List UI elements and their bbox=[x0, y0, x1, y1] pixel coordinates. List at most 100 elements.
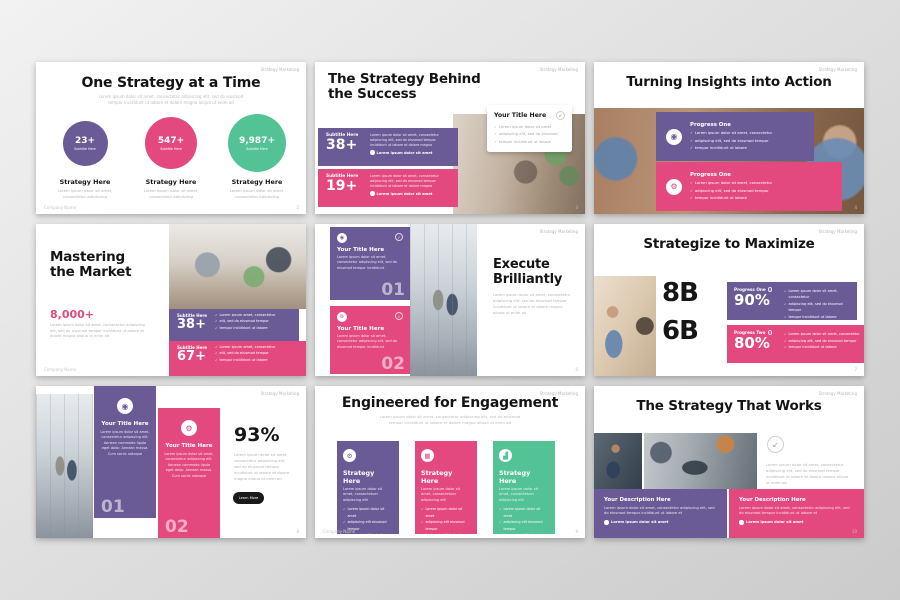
brand-label: Strategy Marketing bbox=[260, 391, 299, 396]
numbered-card: ◉ ✓ Your Title Here Lorem ipsum dolor si… bbox=[330, 227, 410, 300]
brand-label: Strategy Marketing bbox=[818, 67, 857, 72]
slide-title: Mastering the Market bbox=[50, 249, 132, 281]
check-icon: ✓ bbox=[494, 125, 497, 129]
brand-label: Strategy Marketing bbox=[260, 67, 299, 72]
card-number: 02 bbox=[381, 354, 405, 374]
arrow-down-left-icon: ↙ bbox=[767, 436, 784, 453]
page-number: 9 bbox=[575, 529, 578, 534]
brand-label: Strategy Marketing bbox=[539, 67, 578, 72]
card-title: Your Title Here bbox=[165, 443, 213, 449]
check-icon: ✓ bbox=[690, 131, 693, 136]
big-stat: 8,000+ bbox=[50, 308, 95, 321]
footer-label: Company Name bbox=[44, 367, 77, 372]
slide-turning-insights[interactable]: Strategy Marketing Turning Insights into… bbox=[594, 62, 864, 214]
photo-casual-meeting bbox=[594, 276, 656, 376]
slide-title: The Strategy Behind the Success bbox=[328, 71, 481, 103]
slide-strategize-maximize[interactable]: Strategy Marketing Strategize to Maximiz… bbox=[594, 224, 864, 376]
check-icon: ✓ bbox=[784, 338, 787, 343]
slide-title: The Strategy That Works bbox=[636, 398, 822, 414]
slide-title: Execute Brilliantly bbox=[493, 257, 563, 287]
photo-team-highfive bbox=[169, 224, 306, 309]
slide-subtitle: Lorem ipsum dolor sit amet, consectetur … bbox=[379, 413, 521, 425]
target-icon: ◉ bbox=[666, 128, 682, 145]
check-icon: ✓ bbox=[499, 533, 502, 538]
brand-label: Strategy Marketing bbox=[539, 229, 578, 234]
brand-label: Strategy Marketing bbox=[818, 229, 857, 234]
footer-label: Company Name bbox=[323, 529, 356, 534]
slide-execute-brilliantly[interactable]: Strategy Marketing ◉ ✓ Your Title Here L… bbox=[315, 224, 585, 376]
card-title: Your Title Here bbox=[337, 326, 385, 332]
card-title: Strategy Here bbox=[343, 469, 375, 485]
big-stat: 93% bbox=[234, 424, 280, 446]
check-icon: ✓ bbox=[784, 332, 787, 336]
calendar-icon: ▦ bbox=[421, 449, 434, 462]
stats-row: 23+ Subtitle Here Strategy Here Lorem ip… bbox=[36, 112, 306, 200]
progress-band: Progress One i 90% ✓ Lorem ipsum dolor si… bbox=[727, 282, 857, 320]
learn-more-button[interactable]: Learn More bbox=[233, 492, 264, 504]
check-icon: ✓ bbox=[690, 138, 693, 143]
dot-icon bbox=[370, 191, 375, 196]
numbered-card: ◉ Your Title Here Lorem ipsum dolor sit … bbox=[94, 386, 156, 518]
info-icon: i bbox=[767, 330, 773, 335]
photo-glass-office bbox=[36, 394, 93, 538]
slide-one-strategy[interactable]: Strategy Marketing One Strategy at a Tim… bbox=[36, 62, 306, 214]
check-icon: ✓ bbox=[784, 301, 787, 306]
check-icon: ✓ bbox=[215, 357, 218, 362]
numbered-card: ⚙ ✓ Your Title Here Lorem ipsum dolor si… bbox=[330, 306, 410, 374]
check-circle-icon: ✓ bbox=[395, 233, 403, 241]
slide-paragraph: Lorem ipsum dolor sit amet, consectetur … bbox=[766, 462, 849, 485]
slide-engineered-engagement[interactable]: Strategy Marketing Engineered for Engage… bbox=[315, 386, 585, 538]
slide-subtitle: Lorem ipsum dolor sit amet, consectetur … bbox=[98, 94, 244, 106]
check-icon: ✓ bbox=[421, 507, 424, 512]
check-icon: ✓ bbox=[690, 181, 693, 186]
progress-band: ◉ Progress One ✓ Lorem ipsum dolor sit am… bbox=[656, 112, 814, 161]
slide-strategy-that-works[interactable]: Strategy Marketing The Strategy That Wor… bbox=[594, 386, 864, 538]
title-card: Your Title Here ↙ ✓ Lorem ipsum dolor sit… bbox=[487, 105, 572, 153]
big-stat: 6B bbox=[662, 316, 699, 346]
gear-icon: ⚙ bbox=[343, 449, 356, 462]
gear-icon: ⚙ bbox=[666, 178, 682, 195]
numbered-card: ⚙ Your Title Here Lorem ipsum dolor sit … bbox=[158, 408, 220, 538]
brand-label: Strategy Marketing bbox=[818, 391, 857, 396]
check-icon: ✓ bbox=[421, 520, 424, 525]
arrow-down-left-icon: ↙ bbox=[556, 111, 565, 120]
stat-item: 23+ Subtitle Here Strategy Here Lorem ip… bbox=[49, 112, 121, 200]
slide-title: Turning Insights into Action bbox=[626, 74, 832, 90]
page-number: 10 bbox=[851, 529, 857, 534]
card-number: 01 bbox=[101, 497, 125, 517]
check-icon: ✓ bbox=[343, 520, 346, 525]
slide-numbered-columns[interactable]: Strategy Marketing ◉ Your Title Here Lor… bbox=[36, 386, 306, 538]
stat-desc: Lorem ipsum dolor sit amet, consectetur … bbox=[143, 188, 199, 199]
info-icon: i bbox=[767, 287, 773, 292]
page-number: 6 bbox=[575, 367, 578, 372]
check-icon: ✓ bbox=[784, 345, 787, 350]
stat-circle: 547+ Subtitle Here bbox=[145, 117, 197, 169]
check-icon: ✓ bbox=[690, 195, 693, 200]
stat-item: 9,987+ Subtitle Here Strategy Here Lorem… bbox=[221, 112, 293, 200]
progress-band: ⚙ Progress One ✓ Lorem ipsum dolor sit am… bbox=[656, 162, 842, 211]
stat-bar: Subtitle Here 38+ Lorem ipsum dolor sit … bbox=[318, 128, 458, 166]
slide-paragraph: Lorem ipsum dolor sit amet, consectetur … bbox=[234, 452, 290, 481]
slide-strategy-behind[interactable]: Strategy Marketing The Strategy Behind t… bbox=[315, 62, 585, 214]
check-icon: ✓ bbox=[494, 139, 497, 144]
check-icon: ✓ bbox=[215, 351, 218, 356]
stat-desc: Lorem ipsum dolor sit amet, consectetur … bbox=[57, 188, 113, 199]
check-icon: ✓ bbox=[499, 507, 502, 512]
slide-mastering-market[interactable]: Mastering the Market 8,000+ Lorem ipsum … bbox=[36, 224, 306, 376]
stat-bar: Subtitle Here 19+ Lorem ipsum dolor sit … bbox=[318, 169, 458, 207]
check-circle-icon: ✓ bbox=[395, 312, 403, 320]
strategy-card: ▦ Strategy Here Lorem ipsum dolor sit am… bbox=[415, 441, 477, 537]
page-number: 4 bbox=[854, 205, 857, 210]
check-icon: ✓ bbox=[215, 319, 218, 324]
check-icon: ✓ bbox=[215, 325, 218, 330]
stat-name: Strategy Here bbox=[145, 178, 197, 186]
card-title: Strategy Here bbox=[421, 469, 453, 485]
big-stat: 8B bbox=[662, 278, 699, 308]
page-number: 3 bbox=[575, 205, 578, 210]
dot-icon bbox=[604, 520, 609, 525]
stat-desc: Lorem ipsum dolor sit amet, consectetur … bbox=[229, 188, 285, 199]
stat-bar: Subtitle Here 38+ ✓ Lorem ipsum amet, con… bbox=[169, 309, 299, 341]
page-number: 7 bbox=[854, 367, 857, 372]
card-title: Your Title Here bbox=[494, 112, 547, 119]
page-number: 8 bbox=[296, 529, 299, 534]
